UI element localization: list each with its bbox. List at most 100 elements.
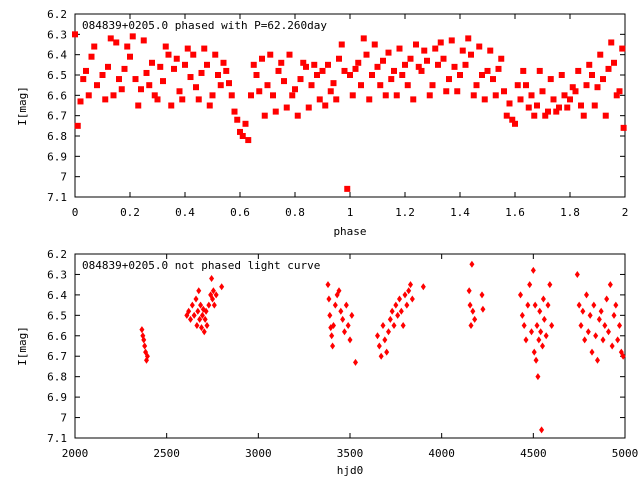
data-point bbox=[440, 55, 447, 62]
data-point bbox=[380, 322, 386, 330]
y-tick-label: 7.1 bbox=[47, 432, 67, 445]
x-tick-label: 1.6 bbox=[505, 206, 525, 219]
data-point bbox=[202, 315, 208, 323]
data-points bbox=[139, 260, 626, 434]
data-point bbox=[360, 35, 367, 42]
x-axis-label: phase bbox=[333, 225, 366, 238]
data-point bbox=[611, 59, 617, 66]
data-point bbox=[151, 92, 158, 99]
data-point bbox=[146, 82, 153, 89]
data-point bbox=[435, 61, 441, 68]
data-point bbox=[539, 88, 546, 95]
data-point bbox=[501, 88, 507, 95]
data-point bbox=[118, 86, 125, 93]
data-point bbox=[352, 65, 359, 72]
data-point bbox=[341, 67, 348, 74]
data-point bbox=[210, 287, 216, 295]
data-point bbox=[212, 51, 219, 58]
data-point bbox=[620, 124, 627, 131]
data-point bbox=[242, 120, 249, 127]
data-point bbox=[165, 51, 172, 58]
data-point bbox=[336, 55, 342, 62]
x-tick-label: 0.2 bbox=[120, 206, 140, 219]
data-point bbox=[413, 41, 419, 48]
data-point bbox=[470, 307, 476, 315]
y-tick-label: 6.8 bbox=[47, 371, 67, 384]
data-point bbox=[127, 53, 133, 60]
data-point bbox=[338, 307, 344, 315]
data-point bbox=[594, 84, 601, 91]
data-point bbox=[541, 315, 547, 323]
data-point bbox=[308, 82, 315, 89]
data-point bbox=[437, 39, 444, 46]
data-point bbox=[393, 92, 400, 99]
data-point bbox=[168, 102, 175, 109]
data-point bbox=[518, 291, 523, 299]
data-point bbox=[591, 102, 598, 109]
data-point bbox=[619, 45, 626, 52]
data-point bbox=[605, 65, 612, 72]
data-point bbox=[331, 322, 336, 330]
data-point bbox=[226, 80, 232, 87]
data-point bbox=[190, 51, 197, 58]
data-point bbox=[311, 61, 318, 68]
data-point bbox=[245, 137, 252, 144]
data-point bbox=[580, 112, 587, 119]
data-point bbox=[529, 328, 534, 336]
data-point bbox=[589, 72, 595, 78]
data-point bbox=[607, 281, 613, 289]
data-point bbox=[253, 72, 260, 78]
data-point bbox=[617, 322, 622, 330]
y-tick-label: 6.9 bbox=[47, 391, 67, 404]
data-point bbox=[398, 307, 404, 315]
data-point bbox=[495, 65, 502, 72]
data-point bbox=[596, 315, 602, 323]
data-point bbox=[534, 102, 540, 109]
y-tick-label: 6.8 bbox=[47, 130, 67, 143]
y-axis-label: I[mag] bbox=[16, 326, 29, 366]
data-point bbox=[476, 43, 483, 50]
data-point bbox=[303, 63, 309, 70]
x-tick-label: 2 bbox=[622, 206, 629, 219]
data-point bbox=[611, 311, 617, 319]
data-point bbox=[387, 315, 393, 323]
data-point bbox=[330, 342, 336, 350]
data-point bbox=[535, 373, 541, 381]
data-point bbox=[176, 88, 183, 95]
data-point bbox=[278, 59, 285, 66]
data-point bbox=[406, 287, 412, 295]
data-point bbox=[193, 295, 199, 303]
data-point bbox=[530, 266, 536, 274]
data-point bbox=[99, 72, 106, 78]
x-tick-label: 1.2 bbox=[395, 206, 415, 219]
data-point bbox=[380, 57, 386, 64]
y-tick-label: 6.2 bbox=[47, 248, 67, 261]
data-point bbox=[547, 281, 553, 289]
y-tick-label: 6.5 bbox=[47, 69, 67, 82]
data-point bbox=[322, 102, 329, 109]
data-point bbox=[149, 59, 155, 66]
data-point bbox=[395, 311, 401, 319]
data-point bbox=[142, 342, 148, 350]
data-point bbox=[382, 92, 389, 99]
data-point bbox=[468, 51, 474, 58]
data-point bbox=[157, 63, 164, 70]
data-point bbox=[209, 92, 216, 99]
data-point bbox=[556, 104, 562, 111]
data-point bbox=[545, 301, 551, 309]
data-point bbox=[509, 116, 516, 123]
x-tick-label: 4000 bbox=[428, 447, 455, 460]
data-point bbox=[259, 55, 265, 62]
data-point bbox=[527, 281, 533, 289]
data-point bbox=[294, 112, 301, 119]
data-point bbox=[347, 72, 353, 78]
data-point bbox=[371, 41, 378, 48]
y-tick-label: 6.3 bbox=[47, 268, 67, 281]
data-point bbox=[332, 301, 338, 309]
data-point bbox=[204, 322, 210, 330]
data-point bbox=[591, 301, 597, 309]
x-tick-label: 0.4 bbox=[175, 206, 195, 219]
data-point bbox=[466, 287, 472, 295]
data-point bbox=[347, 336, 353, 344]
data-point bbox=[418, 67, 425, 74]
